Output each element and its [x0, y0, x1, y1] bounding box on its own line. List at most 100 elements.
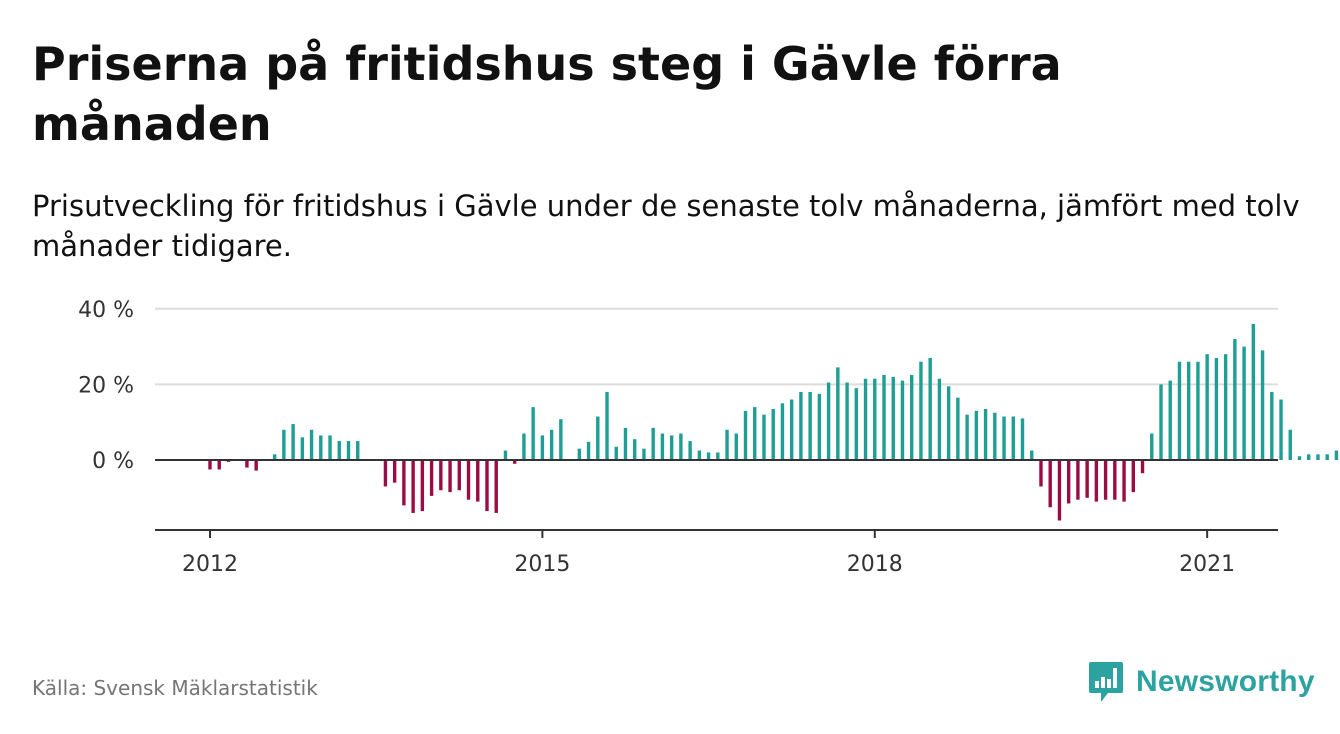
bar — [1048, 460, 1052, 508]
bar — [882, 374, 886, 460]
bar — [1223, 354, 1228, 460]
bar — [319, 435, 323, 460]
bar — [910, 374, 914, 460]
bar — [679, 433, 683, 460]
bar — [956, 397, 960, 460]
bar — [993, 412, 997, 460]
bar — [429, 460, 434, 496]
y-tick-label: 20 % — [78, 373, 134, 398]
bar — [217, 460, 221, 470]
bar-series — [208, 323, 1339, 521]
bar — [669, 435, 674, 460]
bar — [660, 433, 665, 460]
chart-title: Priserna på fritidshus steg i Gävle förr… — [32, 37, 1062, 151]
bar — [697, 450, 702, 460]
bar — [245, 460, 249, 468]
bar — [789, 399, 794, 460]
bar — [836, 367, 840, 460]
bar-chart: 0 %20 %40 % 20122015201820212023 10 % — [78, 298, 1339, 577]
grid-lines — [155, 307, 1278, 386]
bar — [1196, 361, 1200, 460]
bar — [1094, 460, 1099, 502]
bar — [983, 408, 988, 460]
bar — [863, 378, 868, 460]
x-tick-label: 2018 — [847, 552, 903, 577]
bar — [1085, 460, 1089, 498]
bar — [1233, 339, 1237, 460]
bar — [494, 460, 498, 513]
bar — [466, 460, 471, 500]
bar — [1030, 450, 1034, 460]
bar — [1057, 460, 1062, 521]
bar — [734, 433, 738, 460]
brand-logo[interactable]: Newsworthy — [1088, 660, 1315, 704]
bar — [411, 460, 415, 513]
bar — [300, 437, 305, 460]
bar — [1002, 416, 1006, 460]
bar — [272, 454, 277, 460]
bar — [531, 407, 535, 460]
bar — [596, 416, 600, 460]
bar — [540, 435, 545, 460]
bar — [503, 450, 508, 460]
bar — [457, 460, 461, 491]
bar — [559, 419, 563, 460]
bar — [974, 410, 979, 460]
bar — [337, 441, 341, 460]
bar — [937, 378, 942, 460]
bar — [919, 361, 923, 460]
bar — [633, 439, 637, 460]
bar — [1242, 346, 1246, 460]
bar — [586, 441, 591, 460]
bar — [780, 403, 785, 460]
bar — [900, 380, 905, 460]
bar — [1205, 354, 1209, 460]
brand-name: Newsworthy — [1136, 665, 1315, 698]
bar — [1122, 460, 1126, 502]
x-tick-label: 2021 — [1179, 552, 1235, 577]
bar — [1214, 357, 1219, 460]
bar — [1076, 460, 1080, 500]
bar — [282, 429, 286, 460]
bar — [1140, 460, 1145, 474]
bar — [522, 433, 526, 460]
x-tick-label: 2015 — [514, 552, 570, 577]
x-tick-label: 2012 — [182, 552, 238, 577]
x-axis-ticks: 20122015201820212023 — [182, 530, 1235, 577]
bar — [845, 382, 849, 460]
bar — [346, 441, 351, 460]
bar — [392, 460, 397, 483]
bar — [817, 393, 822, 460]
bar — [309, 429, 314, 460]
bar — [1260, 350, 1265, 460]
bar — [402, 460, 406, 506]
bar — [1177, 361, 1182, 460]
bar — [651, 427, 655, 460]
bar — [1251, 323, 1256, 460]
bar — [420, 460, 425, 512]
bar — [254, 460, 258, 471]
y-tick-label: 40 % — [78, 298, 134, 323]
bar — [605, 391, 609, 460]
bar — [1288, 429, 1292, 460]
bar — [476, 460, 480, 502]
bar — [762, 414, 766, 460]
bar — [1316, 454, 1320, 460]
bar — [614, 446, 618, 460]
bar — [577, 448, 582, 460]
bar — [485, 460, 489, 512]
y-tick-label: 0 % — [92, 449, 134, 474]
bar — [439, 460, 443, 491]
bar — [753, 407, 757, 460]
bar — [383, 460, 388, 487]
bar — [716, 452, 720, 460]
bar — [1103, 460, 1108, 500]
bar — [1159, 384, 1163, 460]
bar — [965, 414, 969, 460]
bar — [208, 460, 212, 470]
bar — [1113, 460, 1117, 500]
bar — [873, 378, 877, 460]
bar — [1020, 418, 1025, 460]
source-label: Källa: Svensk Mäklarstatistik — [32, 676, 318, 700]
bar — [725, 429, 729, 460]
